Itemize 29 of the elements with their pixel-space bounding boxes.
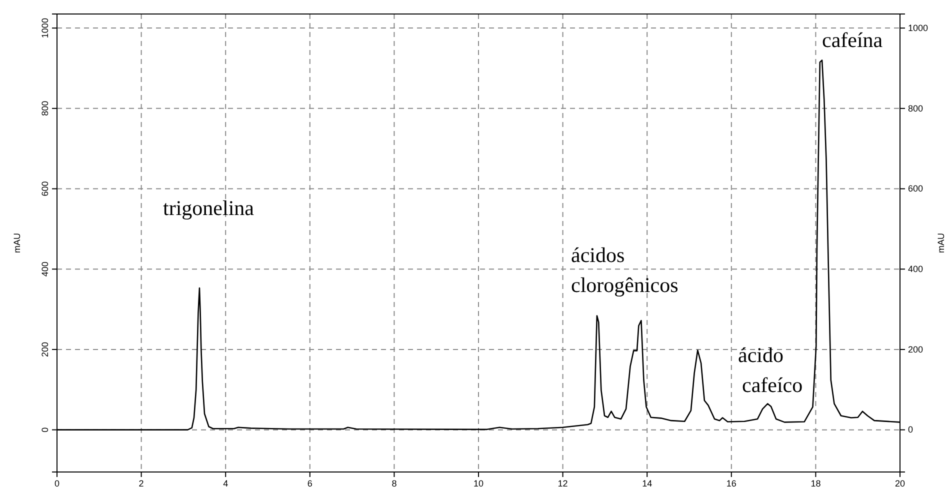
x-tick-label: 4: [223, 478, 228, 488]
y-tick-label: 800: [40, 100, 50, 116]
x-tick-label: 6: [307, 478, 312, 488]
y-tick-label: 600: [40, 181, 50, 196]
x-tick-label: 8: [392, 478, 397, 488]
x-tick-label: 18: [810, 478, 821, 488]
x-tick-label: 2: [138, 478, 144, 488]
y-tick-label: 1000: [40, 18, 50, 38]
y2-tick-label: 200: [908, 344, 924, 354]
y2-tick-label: 400: [908, 264, 924, 274]
annotation: cafeína: [822, 28, 884, 52]
x-tick-label: 0: [54, 478, 60, 488]
x-tick-label: 10: [473, 478, 484, 488]
y-tick-label: 200: [40, 342, 50, 357]
annotation: ácidos clorogênicos: [571, 243, 678, 297]
y-tick-label: 400: [40, 262, 50, 277]
y2-tick-label: 600: [908, 184, 924, 194]
y2-axis-title: mAU: [936, 233, 946, 253]
annotation: ácido cafeíco: [738, 343, 803, 397]
annotation: trigonelina: [163, 196, 255, 220]
x-tick-label: 14: [642, 478, 652, 488]
y2-tick-label: 800: [908, 103, 924, 114]
x-tick-label: 12: [558, 478, 568, 488]
x-tick-label: 20: [894, 478, 906, 488]
y2-tick-label: 1000: [908, 22, 928, 33]
x-tick-label: 16: [726, 478, 736, 488]
y2-tick-label: 0: [908, 424, 914, 435]
y-axis-title: mAU: [12, 233, 22, 253]
y-tick-label: 0: [40, 427, 50, 432]
